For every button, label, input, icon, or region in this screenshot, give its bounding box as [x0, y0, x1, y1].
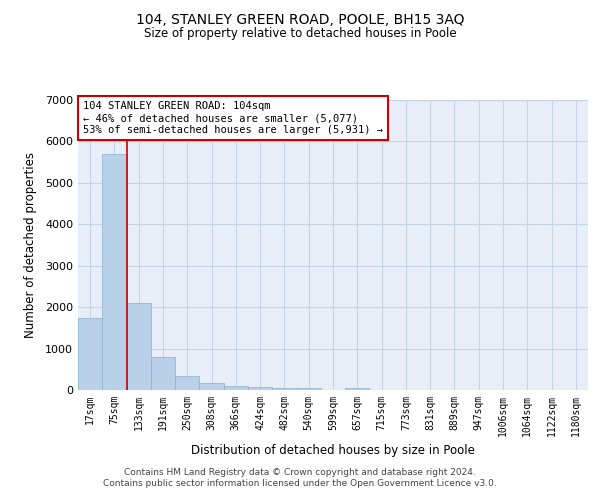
Bar: [296, 388, 321, 390]
X-axis label: Distribution of detached houses by size in Poole: Distribution of detached houses by size …: [191, 444, 475, 458]
Text: 104 STANLEY GREEN ROAD: 104sqm
← 46% of detached houses are smaller (5,077)
53% : 104 STANLEY GREEN ROAD: 104sqm ← 46% of …: [83, 102, 383, 134]
Text: Contains HM Land Registry data © Crown copyright and database right 2024.
Contai: Contains HM Land Registry data © Crown c…: [103, 468, 497, 487]
Bar: [345, 388, 370, 390]
Bar: [151, 357, 175, 390]
Text: Size of property relative to detached houses in Poole: Size of property relative to detached ho…: [143, 28, 457, 40]
Bar: [102, 154, 127, 390]
Bar: [248, 387, 272, 390]
Bar: [272, 388, 296, 390]
Text: 104, STANLEY GREEN ROAD, POOLE, BH15 3AQ: 104, STANLEY GREEN ROAD, POOLE, BH15 3AQ: [136, 12, 464, 26]
Bar: [127, 303, 151, 390]
Bar: [78, 318, 102, 390]
Bar: [199, 383, 224, 390]
Y-axis label: Number of detached properties: Number of detached properties: [23, 152, 37, 338]
Bar: [224, 386, 248, 390]
Bar: [175, 376, 199, 390]
